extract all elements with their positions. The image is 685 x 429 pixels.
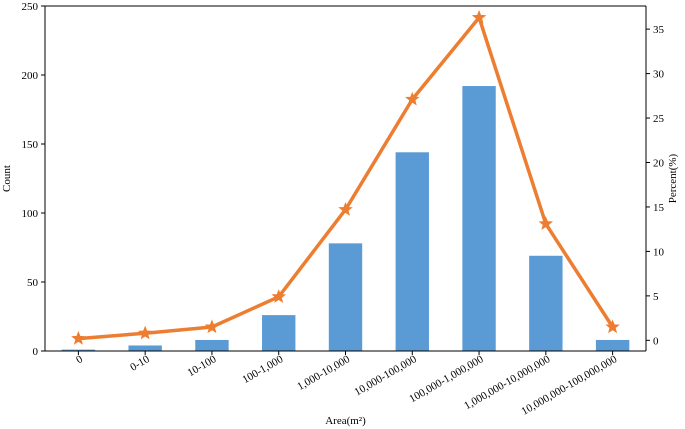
- right-tick-label: 10: [653, 246, 665, 258]
- x-tick-label: 0-10: [128, 353, 152, 374]
- percent-point-100-1,000: [271, 289, 286, 303]
- x-tick-label: 0: [74, 353, 85, 366]
- left-tick-label: 150: [22, 139, 39, 151]
- bar-series: [61, 86, 630, 351]
- percent-point-100,000-1,000,000: [471, 9, 487, 24]
- bar-1,000-10,000: [328, 243, 363, 351]
- percent-point-10-100: [204, 319, 220, 334]
- left-tick-label: 50: [27, 277, 39, 289]
- x-tick-label: 1,000-10,000: [295, 353, 352, 393]
- left-y-ticks: 0 50 100 150 200 250: [22, 1, 45, 358]
- left-tick-label: 0: [33, 346, 39, 358]
- x-tick-label: 100-1,000: [240, 353, 285, 386]
- bar-0: [61, 349, 96, 351]
- percent-point-1,000,000-10,000,000: [538, 216, 554, 231]
- right-tick-label: 35: [653, 24, 665, 36]
- bar-10,000-100,000: [395, 152, 429, 351]
- left-tick-label: 250: [22, 1, 39, 13]
- right-tick-label: 25: [653, 113, 665, 125]
- x-ticks: 0 0-10 10-100 100-1,000 1,000-10,000 10,000-1…: [74, 351, 620, 418]
- right-tick-label: 0: [653, 335, 659, 347]
- bar-1,000,000-10,000,000: [529, 255, 563, 351]
- bar-0-10: [128, 345, 162, 351]
- bar-100-1,000: [262, 315, 296, 351]
- percent-point-10,000-100,000: [405, 91, 420, 106]
- right-tick-label: 30: [653, 69, 665, 81]
- right-tick-label: 5: [653, 291, 659, 303]
- percent-point-0-10: [137, 325, 153, 340]
- right-y-ticks: 0 5 10 15 20 25 30 35: [646, 24, 665, 347]
- percent-point-10,000,000-100,000,000: [605, 319, 620, 334]
- bar-10-100: [195, 339, 229, 351]
- right-tick-label: 20: [653, 157, 665, 169]
- x-tick-label: 10-100: [185, 353, 218, 379]
- left-tick-label: 200: [22, 70, 39, 82]
- bar-10,000,000-100,000,000: [595, 339, 630, 351]
- x-tick-label: 10,000-100,000: [352, 353, 419, 398]
- bar-100,000-1,000,000: [462, 86, 496, 351]
- percent-line-series: [71, 9, 620, 345]
- x-axis-label: Area(m²): [325, 415, 366, 427]
- y-axis-label-left: Count: [1, 165, 13, 192]
- right-tick-label: 15: [653, 202, 665, 214]
- left-tick-label: 100: [22, 208, 39, 220]
- y-axis-label-right: Percent(%): [667, 153, 679, 203]
- percent-point-0: [71, 330, 86, 345]
- percent-point-1,000-10,000: [338, 202, 353, 216]
